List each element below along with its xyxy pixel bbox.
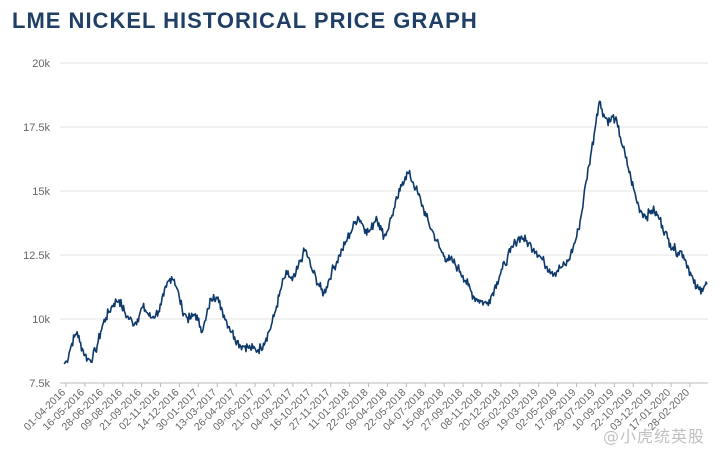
series-group bbox=[63, 100, 708, 365]
y-tick-label: 10k bbox=[32, 314, 50, 326]
watermark-text: @小虎统英股 bbox=[602, 427, 705, 446]
y-tick-label: 15k bbox=[32, 186, 50, 198]
y-tick-label: 17.5k bbox=[23, 122, 50, 134]
y-axis-labels: 7.5k 10k 12.5k 15k 17.5k 20k bbox=[23, 58, 50, 390]
x-axis bbox=[60, 382, 708, 387]
gridlines bbox=[60, 62, 708, 384]
y-tick-label: 7.5k bbox=[29, 378, 50, 390]
chart-title: LME NICKEL HISTORICAL PRICE GRAPH bbox=[12, 8, 478, 33]
series-line-nickel-price bbox=[63, 100, 708, 365]
y-tick-label: 12.5k bbox=[23, 250, 50, 262]
x-axis-labels: 01-04-201616-05-201628-06-201609-08-2016… bbox=[22, 387, 693, 434]
y-tick-label: 20k bbox=[32, 58, 50, 70]
